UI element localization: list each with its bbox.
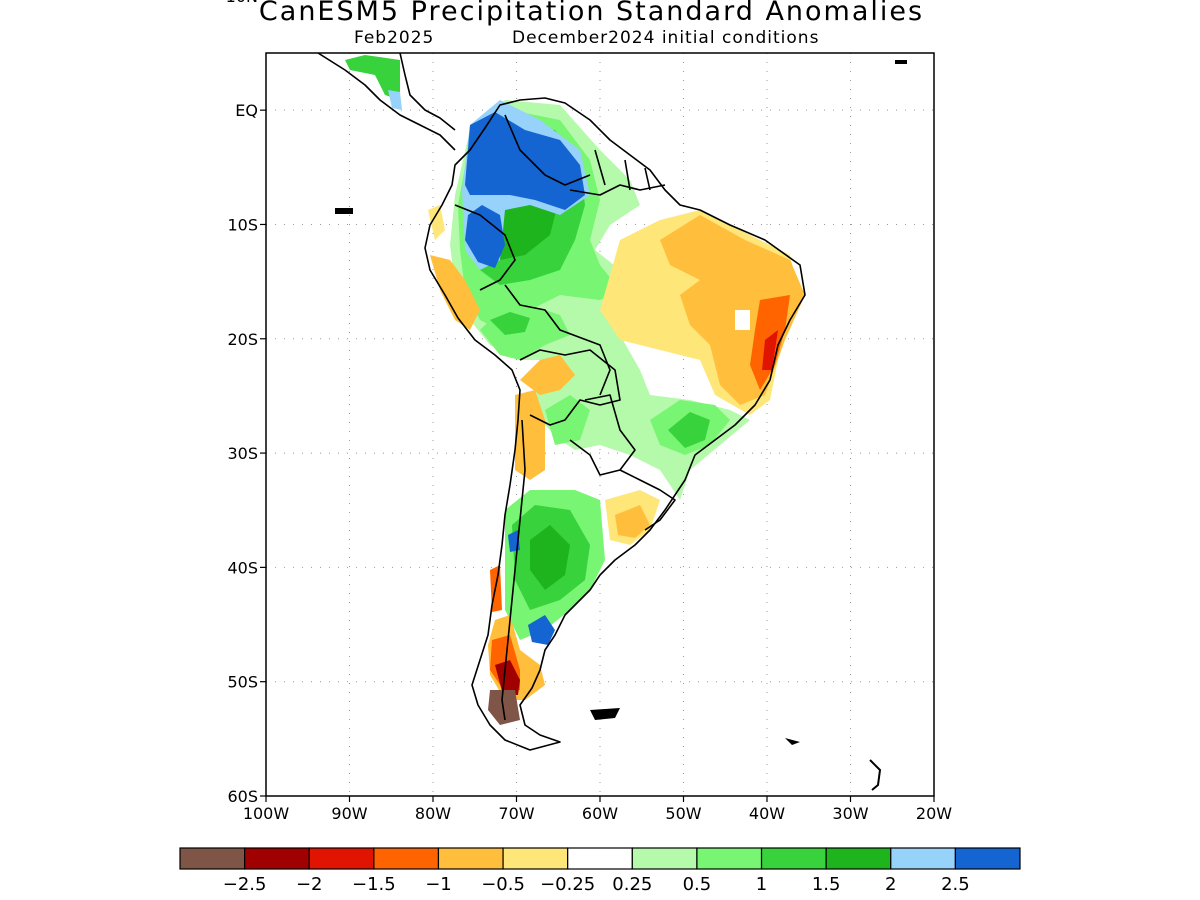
initial-conditions-label: December2024 initial conditions (512, 28, 820, 48)
colorbar-label: 2.5 (941, 874, 970, 895)
colorbar-swatch (760, 847, 827, 870)
y-tick-label: 10S (227, 215, 258, 234)
x-tick-label: 50W (665, 804, 701, 823)
field-green-dark-argentina (530, 525, 570, 590)
map-title: CanESM5 Precipitation Standard Anomalies (258, 0, 925, 27)
south-georgia (785, 738, 800, 745)
colorbar-label: −0.25 (540, 874, 595, 895)
colorbar-label: −2 (296, 874, 323, 895)
y-tick-label: 20S (227, 330, 258, 349)
border-argentina-chile (501, 419, 526, 721)
colorbar-label: 0.25 (612, 874, 652, 895)
colorbar-swatch (373, 847, 440, 870)
border-bolivia (519, 349, 621, 426)
colorbar: −2.5 −2 −1.5 −1 −0.5 −0.25 0.25 0.5 1 1.5 2 2.5 (179, 847, 1021, 895)
falkland-islands (590, 708, 620, 720)
field-orange-bolivia (520, 355, 575, 395)
colorbar-label: −0.5 (481, 874, 525, 895)
x-tick-label: 30W (832, 804, 868, 823)
colorbar-swatch (696, 847, 763, 870)
colorbar-label: −2.5 (223, 874, 267, 895)
field-blue-ecuador (465, 205, 505, 268)
galapagos-islands (335, 208, 353, 214)
colorbar-swatch (954, 847, 1021, 870)
border-guianas (594, 149, 651, 191)
field-brown-patagonia (488, 690, 520, 725)
x-tick-label: 70W (498, 804, 534, 823)
x-tick-label: 90W (331, 804, 367, 823)
colorbar-label: 1 (756, 874, 767, 895)
x-tick-label: 100W (243, 804, 290, 823)
field-orange-chile-north (515, 390, 545, 480)
colorbar-label: 2 (885, 874, 896, 895)
colorbar-swatch (631, 847, 698, 870)
border-paraguay (569, 394, 636, 476)
field-red-patagonia (495, 660, 520, 695)
colorbar-label: −1.5 (352, 874, 396, 895)
anomaly-shading (345, 55, 805, 725)
field-blue-central-america (388, 90, 402, 110)
y-tick-label: 30S (227, 444, 258, 463)
y-tick-label: 60S (227, 787, 258, 806)
cape-verde-islands (895, 60, 907, 64)
field-white-hole-ne-brazil (735, 310, 750, 330)
field-blue-argentina-south (528, 615, 555, 645)
x-tick-label: 80W (415, 804, 451, 823)
south-america-coast (424, 97, 806, 751)
x-tick-label: 60W (582, 804, 618, 823)
field-red-ne-coast (762, 330, 778, 370)
border-colombia-venezuela (504, 114, 591, 186)
colorbar-swatch (437, 847, 504, 870)
central-america-coast (317, 53, 456, 151)
y-tick-label: 40S (227, 558, 258, 577)
south-sandwich-islands (869, 759, 882, 791)
field-green-central-america (345, 55, 400, 100)
x-tick-label: 40W (749, 804, 785, 823)
colorbar-swatch (179, 847, 246, 870)
field-green-dark-se-brazil (668, 412, 710, 448)
colorbar-swatch (890, 847, 956, 870)
colorbar-swatch (502, 847, 569, 870)
border-argentina-brazil (619, 469, 676, 531)
colorbar-swatch (244, 847, 310, 870)
colorbar-label: −1 (425, 874, 452, 895)
field-dark-orange-patagonia (490, 565, 520, 692)
field-green-dark-bolivia (490, 312, 530, 335)
border-colombia-peru (454, 204, 516, 291)
field-orange-uruguay (615, 505, 650, 538)
islands (335, 60, 907, 791)
border-peru-brazil (504, 284, 611, 396)
y-tick-label: 10N (226, 0, 258, 6)
colorbar-swatch (308, 847, 375, 870)
field-green-paraguay (545, 395, 590, 445)
field-orange-peru (430, 255, 480, 330)
y-tick-label: EQ (235, 101, 258, 120)
border-venezuela-brazil (569, 184, 666, 196)
colorbar-label: 1.5 (812, 874, 841, 895)
x-tick-label: 20W (916, 804, 952, 823)
field-yellow-peru (428, 205, 445, 240)
colorbar-swatch (567, 847, 633, 870)
colorbar-label: 0.5 (683, 874, 712, 895)
colorbar-swatch (825, 847, 892, 870)
valid-month-label: Feb2025 (354, 28, 435, 48)
field-blue-colombia (465, 112, 585, 210)
y-tick-label: 50S (227, 673, 258, 692)
coastlines (317, 53, 806, 751)
